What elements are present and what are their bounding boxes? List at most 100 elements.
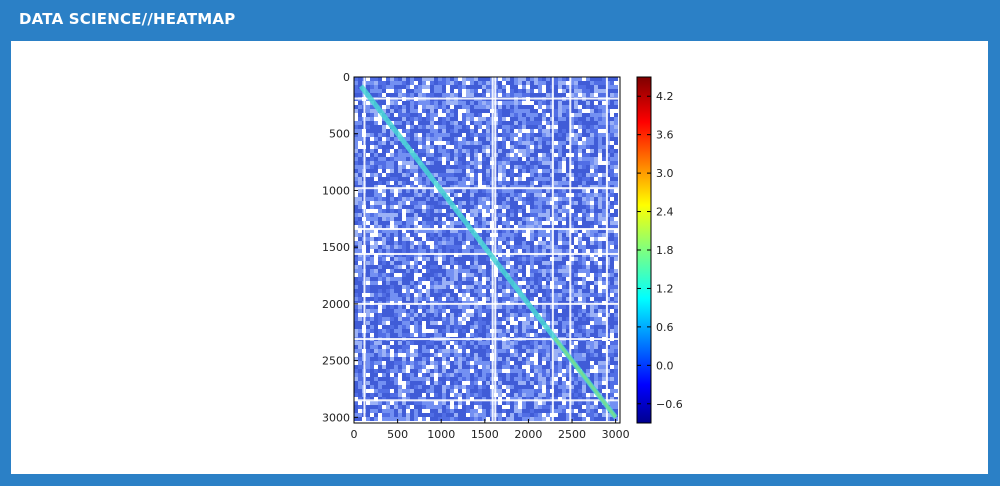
heatmap-cell [570,321,574,325]
heatmap-cell [566,281,570,285]
heatmap-cell [418,405,422,409]
heatmap-cell [482,217,486,221]
heatmap-cell [606,361,610,365]
heatmap-cell [354,229,358,233]
heatmap-cell [450,329,454,333]
heatmap-cell [602,189,606,193]
heatmap-cell [406,221,410,225]
heatmap-cell [466,273,470,277]
heatmap-cell [482,137,486,141]
heatmap-cell [530,405,534,409]
heatmap-cell [386,253,390,257]
heatmap-cell [438,401,442,405]
heatmap-cell [606,121,610,125]
heatmap-cell [422,257,426,261]
heatmap-cell [566,141,570,145]
heatmap-cell [394,349,398,353]
heatmap-cell [602,373,606,377]
heatmap-cell [454,369,458,373]
heatmap-cell [402,173,406,177]
heatmap-cell [614,381,618,385]
heatmap-cell [374,393,378,397]
heatmap-cell [366,157,370,161]
heatmap-cell [546,413,550,417]
heatmap-cell [590,225,594,229]
heatmap-cell [410,381,414,385]
heatmap-cell [562,393,566,397]
heatmap-cell [474,101,478,105]
heatmap-cell [518,81,522,85]
heatmap-cell [554,393,558,397]
heatmap-cell [598,349,602,353]
heatmap-cell [530,193,534,197]
heatmap-cell [470,197,474,201]
heatmap-cell [438,349,442,353]
heatmap-cell [602,141,606,145]
heatmap-cell [574,169,578,173]
heatmap-cell [430,193,434,197]
heatmap-cell [578,345,582,349]
heatmap-cell [498,389,502,393]
heatmap-cell [426,333,430,337]
heatmap-cell [534,365,538,369]
heatmap-cell [402,329,406,333]
heatmap-cell [370,217,374,221]
heatmap-cell [366,365,370,369]
heatmap-cell [606,265,610,269]
heatmap-cell [526,317,530,321]
heatmap-cell [414,213,418,217]
heatmap-cell [514,305,518,309]
heatmap-cell [602,261,606,265]
heatmap-cell [366,213,370,217]
heatmap-cell [354,105,358,109]
heatmap-cell [402,101,406,105]
heatmap-cell [570,117,574,121]
heatmap-cell [422,361,426,365]
heatmap-cell [466,141,470,145]
heatmap-cell [554,389,558,393]
heatmap-cell [458,145,462,149]
heatmap-cell [574,393,578,397]
heatmap-cell [582,113,586,117]
heatmap-cell [450,101,454,105]
heatmap-cell [430,405,434,409]
heatmap-cell [582,213,586,217]
heatmap-cell [502,77,506,81]
heatmap-cell [554,249,558,253]
heatmap-cell [502,165,506,169]
heatmap-cell [594,309,598,313]
heatmap-cell [390,293,394,297]
heatmap-cell [430,121,434,125]
heatmap-cell [462,373,466,377]
heatmap-cell [562,237,566,241]
heatmap-cell [406,353,410,357]
heatmap-cell [482,285,486,289]
heatmap-cell [426,389,430,393]
heatmap-cell [390,393,394,397]
heatmap-cell [478,105,482,109]
heatmap-cell [606,417,610,421]
heatmap-cell [606,205,610,209]
heatmap-cell [354,289,358,293]
heatmap-cell [470,249,474,253]
heatmap-cell [586,409,590,413]
heatmap-cell [386,157,390,161]
heatmap-cell [486,177,490,181]
heatmap-cell [574,289,578,293]
heatmap-cell [458,381,462,385]
heatmap-cell [418,369,422,373]
heatmap-cell [382,297,386,301]
heatmap-cell [462,325,466,329]
heatmap-cell [486,229,490,233]
heatmap-cell [558,221,562,225]
heatmap-cell [482,201,486,205]
heatmap-cell [414,129,418,133]
heatmap-cell [538,241,542,245]
heatmap-cell [374,277,378,281]
heatmap-cell [614,325,618,329]
heatmap-cell [398,389,402,393]
heatmap-cell [518,297,522,301]
heatmap-cell [518,245,522,249]
heatmap-cell [470,305,474,309]
heatmap-cell [482,253,486,257]
